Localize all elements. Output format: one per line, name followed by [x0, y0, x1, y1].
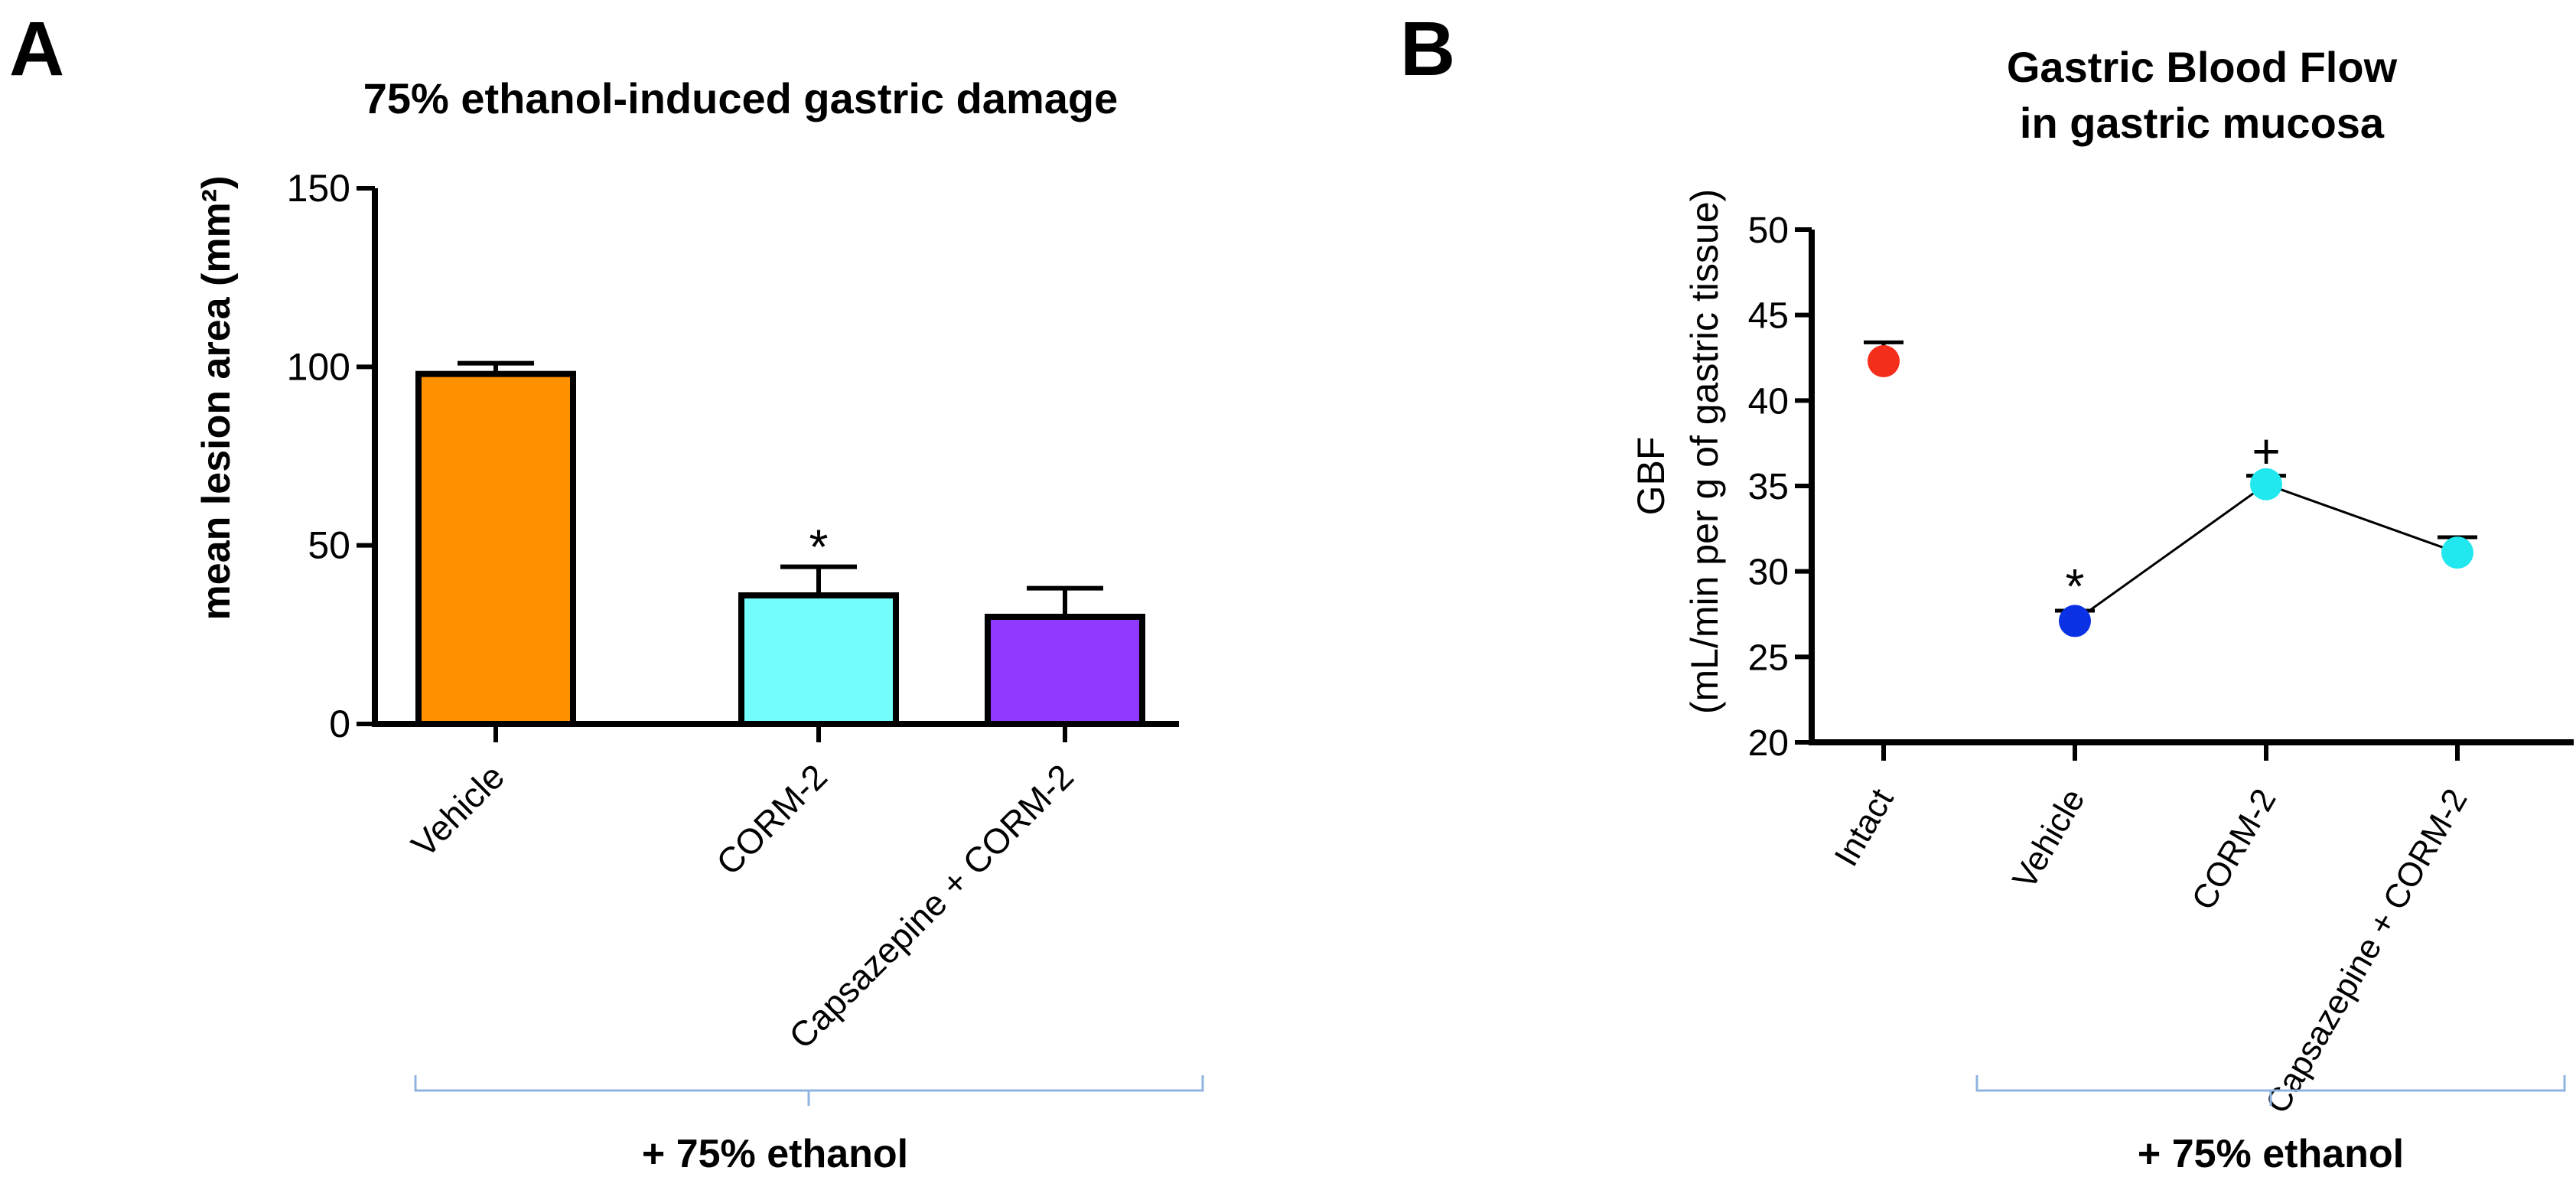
panel-b-group-bracket: + 75% ethanol — [1975, 1075, 2566, 1176]
panel-a-y-ticks: 0 50 100 150 — [287, 167, 375, 745]
bar-corm-2 — [738, 592, 899, 727]
panel-a-label: A — [9, 6, 64, 92]
y-tick-label: 0 — [329, 703, 350, 745]
point-vehicle — [2059, 605, 2091, 637]
panel-a-y-axis-label: mean lesion area (mm²) — [194, 176, 239, 621]
y-tick-label: 35 — [1748, 467, 1789, 507]
bar-capsazepine-corm-2 — [985, 614, 1145, 727]
panel-b-title-line-2: in gastric mucosa — [2020, 99, 2385, 147]
connecting-line — [2074, 483, 2458, 622]
x-tick-label: Capsazepine + CORM-2 — [2258, 783, 2475, 1120]
panel-b-points: *+ — [1864, 340, 2477, 637]
panel-a-bars: * — [415, 360, 1145, 727]
panel-a-group-bracket: + 75% ethanol — [414, 1075, 1204, 1176]
panel-b-bracket-line — [1975, 1075, 2566, 1106]
point-corm-2 — [2250, 468, 2282, 500]
panel-b-y-axis-label-line-1: GBF — [1630, 437, 1672, 516]
y-tick-label: 150 — [287, 167, 350, 210]
x-tick-label: Intact — [1827, 783, 1900, 873]
x-tick-label: CORM-2 — [708, 756, 835, 882]
panel-b-y-ticks: 20 25 30 35 40 45 50 — [1748, 210, 1812, 764]
y-tick-label: 40 — [1748, 381, 1789, 422]
x-tick-label: CORM-2 — [2184, 783, 2283, 917]
y-tick-label: 100 — [287, 345, 350, 388]
y-tick-label: 50 — [1748, 210, 1789, 251]
x-tick-label: Vehicle — [403, 756, 512, 865]
y-tick-label: 25 — [1748, 637, 1789, 678]
panel-b-bracket-label: + 75% ethanol — [2138, 1132, 2404, 1176]
panel-a-bracket-label: + 75% ethanol — [642, 1132, 908, 1176]
y-tick-label: 50 — [308, 524, 350, 567]
panel-b-y-axis-label-line-2: (mL/min per g of gastric tissue) — [1683, 189, 1726, 714]
y-tick-label: 20 — [1748, 723, 1789, 764]
significance-marker: * — [2066, 559, 2085, 614]
y-tick-label: 45 — [1748, 296, 1789, 337]
point-intact — [1868, 344, 1900, 377]
bar-vehicle — [415, 370, 576, 727]
x-tick-label: Vehicle — [2005, 783, 2092, 895]
significance-marker: * — [809, 520, 829, 575]
panel-a-title: 75% ethanol-induced gastric damage — [363, 74, 1118, 122]
y-tick-label: 30 — [1748, 553, 1789, 593]
panel-b: B Gastric Blood Flow in gastric mucosa G… — [1400, 6, 2574, 1176]
panel-a-bracket-line — [414, 1075, 1204, 1106]
x-tick-label: Capsazepine + CORM-2 — [781, 756, 1081, 1056]
panel-b-label: B — [1400, 6, 1455, 92]
significance-marker: + — [2252, 424, 2280, 479]
point-capsazepine-corm-2 — [2441, 536, 2473, 569]
panel-a: A 75% ethanol-induced gastric damage mea… — [9, 6, 1204, 1176]
panel-b-title-line-1: Gastric Blood Flow — [2007, 43, 2398, 91]
